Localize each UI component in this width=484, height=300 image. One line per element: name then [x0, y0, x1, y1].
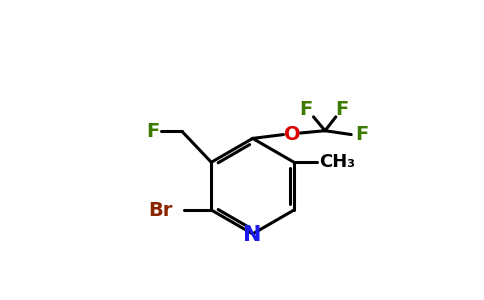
- Text: F: F: [299, 100, 313, 118]
- Text: O: O: [285, 125, 301, 144]
- Text: F: F: [335, 100, 348, 118]
- Text: F: F: [355, 125, 369, 144]
- Text: F: F: [146, 122, 159, 141]
- Text: Br: Br: [149, 200, 173, 220]
- Text: CH₃: CH₃: [318, 153, 355, 171]
- Text: N: N: [243, 225, 262, 245]
